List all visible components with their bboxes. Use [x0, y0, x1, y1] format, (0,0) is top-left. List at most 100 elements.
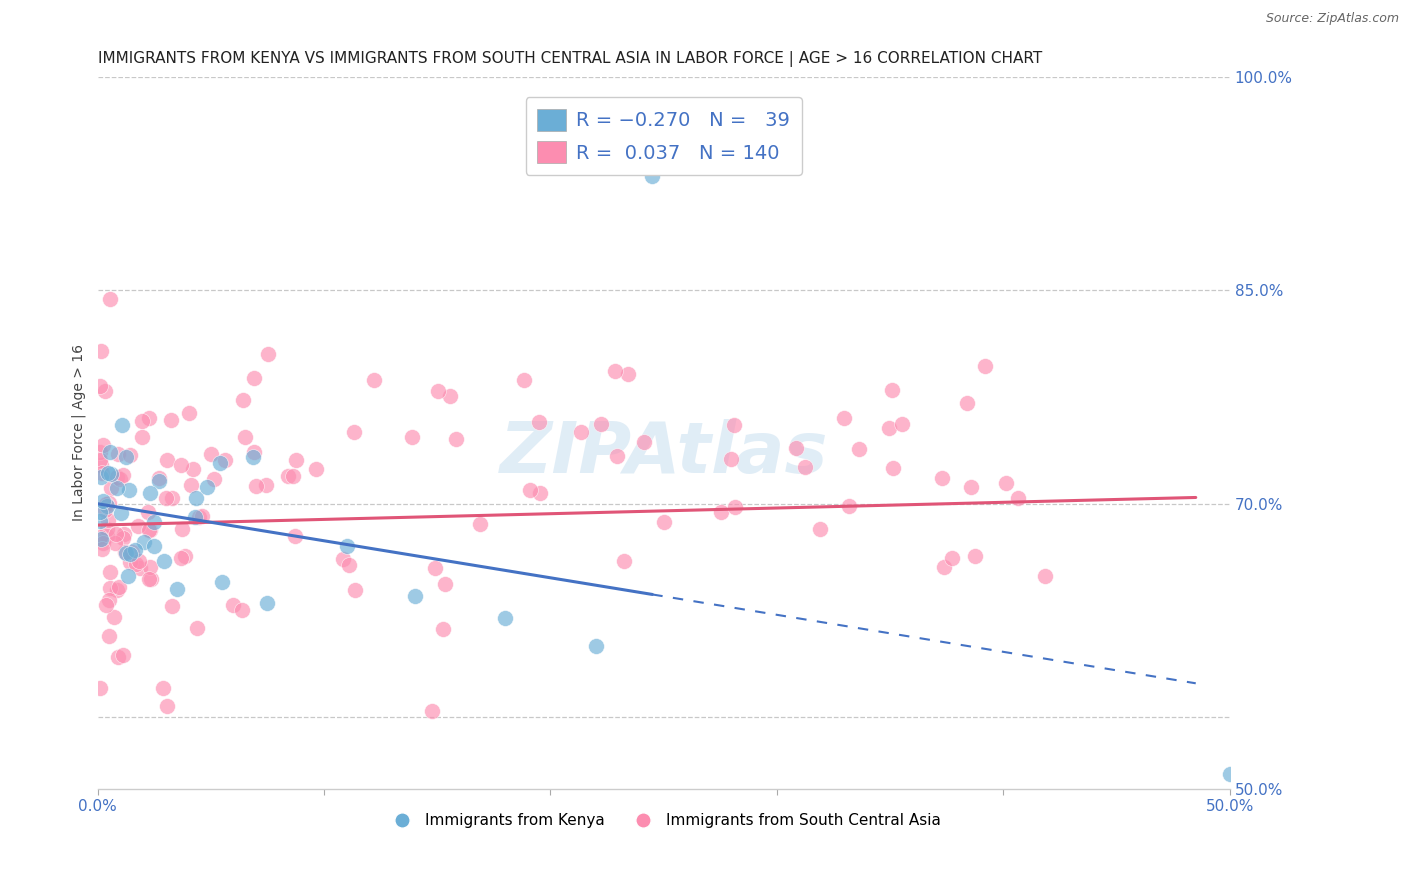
- Point: [591, 417, 613, 431]
- Point: [127, 518, 149, 533]
- Point: [1219, 767, 1241, 781]
- Point: [118, 483, 141, 497]
- Point: [94, 497, 117, 511]
- Point: [107, 447, 129, 461]
- Point: [107, 580, 129, 594]
- Point: [256, 596, 278, 610]
- Point: [98, 629, 121, 643]
- Point: [118, 547, 141, 561]
- Point: [232, 393, 254, 408]
- Point: [848, 442, 870, 456]
- Point: [105, 527, 128, 541]
- Point: [446, 432, 468, 446]
- Point: [932, 559, 955, 574]
- Point: [93, 503, 115, 517]
- Point: [794, 460, 817, 475]
- Point: [652, 515, 675, 529]
- Point: [156, 453, 179, 467]
- Point: [96, 499, 118, 513]
- Point: [222, 598, 245, 612]
- Point: [112, 531, 135, 545]
- Point: [138, 523, 160, 537]
- Point: [179, 406, 201, 420]
- Point: [439, 389, 461, 403]
- Y-axis label: In Labor Force | Age > 16: In Labor Force | Age > 16: [72, 344, 86, 521]
- Point: [170, 522, 193, 536]
- Point: [108, 472, 131, 486]
- Point: [103, 610, 125, 624]
- Point: [423, 560, 446, 574]
- Point: [281, 469, 304, 483]
- Point: [114, 545, 136, 559]
- Point: [138, 505, 160, 519]
- Point: [305, 462, 328, 476]
- Point: [98, 445, 121, 459]
- Text: ZIPAtlas: ZIPAtlas: [499, 419, 828, 489]
- Point: [173, 549, 195, 563]
- Point: [114, 545, 136, 559]
- Point: [170, 458, 193, 472]
- Point: [89, 505, 111, 519]
- Point: [111, 467, 134, 482]
- Point: [93, 494, 115, 508]
- Point: [710, 505, 733, 519]
- Point: [200, 446, 222, 460]
- Point: [124, 543, 146, 558]
- Point: [208, 456, 231, 470]
- Point: [89, 681, 111, 695]
- Point: [404, 589, 426, 603]
- Point: [882, 461, 904, 475]
- Point: [97, 513, 120, 527]
- Point: [148, 474, 170, 488]
- Point: [569, 425, 592, 440]
- Point: [974, 359, 997, 373]
- Point: [202, 472, 225, 486]
- Point: [337, 558, 360, 572]
- Point: [139, 486, 162, 500]
- Point: [838, 500, 860, 514]
- Text: Source: ZipAtlas.com: Source: ZipAtlas.com: [1265, 12, 1399, 25]
- Point: [186, 621, 208, 635]
- Point: [97, 466, 120, 480]
- Point: [170, 550, 193, 565]
- Point: [641, 169, 664, 184]
- Point: [100, 467, 122, 482]
- Point: [427, 384, 450, 398]
- Text: IMMIGRANTS FROM KENYA VS IMMIGRANTS FROM SOUTH CENTRAL ASIA IN LABOR FORCE | AGE: IMMIGRANTS FROM KENYA VS IMMIGRANTS FROM…: [97, 51, 1042, 67]
- Point: [332, 552, 354, 566]
- Point: [433, 577, 456, 591]
- Point: [877, 421, 900, 435]
- Point: [139, 559, 162, 574]
- Point: [89, 445, 111, 459]
- Point: [494, 610, 516, 624]
- Point: [100, 481, 122, 495]
- Point: [832, 410, 855, 425]
- Point: [808, 522, 831, 536]
- Point: [105, 482, 128, 496]
- Point: [184, 491, 207, 506]
- Point: [720, 452, 742, 467]
- Point: [994, 476, 1017, 491]
- Point: [785, 441, 807, 455]
- Point: [121, 545, 143, 559]
- Point: [96, 529, 118, 543]
- Point: [91, 438, 114, 452]
- Point: [104, 536, 127, 550]
- Point: [344, 583, 367, 598]
- Point: [107, 649, 129, 664]
- Point: [1033, 568, 1056, 582]
- Point: [882, 383, 904, 397]
- Point: [724, 500, 747, 515]
- Point: [90, 344, 112, 359]
- Point: [160, 413, 183, 427]
- Point: [891, 417, 914, 432]
- Point: [603, 364, 626, 378]
- Point: [143, 515, 166, 529]
- Point: [152, 681, 174, 696]
- Point: [90, 466, 112, 480]
- Point: [245, 479, 267, 493]
- Point: [617, 367, 640, 381]
- Point: [420, 704, 443, 718]
- Point: [128, 560, 150, 574]
- Point: [160, 491, 183, 506]
